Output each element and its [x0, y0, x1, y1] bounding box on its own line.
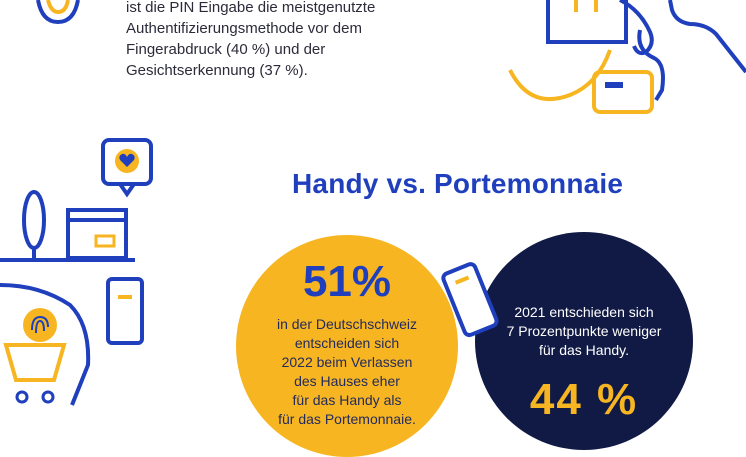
shopping-illustration-icon	[0, 138, 153, 406]
stat-circle-2021: 2021 entschieden sich 7 Prozentpunkte we…	[475, 232, 693, 450]
stat-line: des Hauses eher	[294, 373, 400, 389]
stat-line: in der Deutschschweiz	[276, 316, 418, 332]
stat-percent: 44 %	[529, 375, 639, 424]
intro-line: Fingerabdruck (40 %) und der	[126, 41, 326, 58]
stat-line: für das Handy.	[538, 342, 629, 358]
stat-line: 2021 entschieden sich	[514, 304, 654, 320]
intro-line: ist die PIN Eingabe die meistgenutzte	[126, 0, 376, 16]
section-heading: Handy vs. Portemonnaie	[292, 168, 624, 199]
stat-line: für das Portemonnaie.	[278, 411, 416, 427]
stat-percent: 51%	[302, 257, 392, 306]
stat-description: 2021 entschieden sich 7 Prozentpunkte we…	[493, 303, 675, 360]
intro-text: ist die PIN Eingabe die meistgenutzte Au…	[126, 0, 446, 81]
intro-line: Authentifizierungsmethode vor dem	[126, 20, 362, 37]
phone-icon	[441, 262, 499, 338]
stat-description: in der Deutschschweiz entscheiden sich 2…	[254, 315, 440, 429]
stat-line: 7 Prozentpunkte weniger	[506, 323, 662, 339]
stat-circle-phone: 51% in der Deutschschweiz entscheiden si…	[236, 235, 458, 457]
stat-line: für das Handy als	[292, 392, 402, 408]
stat-line: 2022 beim Verlassen	[281, 354, 413, 370]
lock-ring-icon	[36, 0, 80, 25]
shopping-bag-hand-icon	[508, 0, 746, 114]
intro-line: Gesichtserkennung (37 %).	[126, 62, 308, 79]
stat-line: entscheiden sich	[294, 335, 400, 351]
